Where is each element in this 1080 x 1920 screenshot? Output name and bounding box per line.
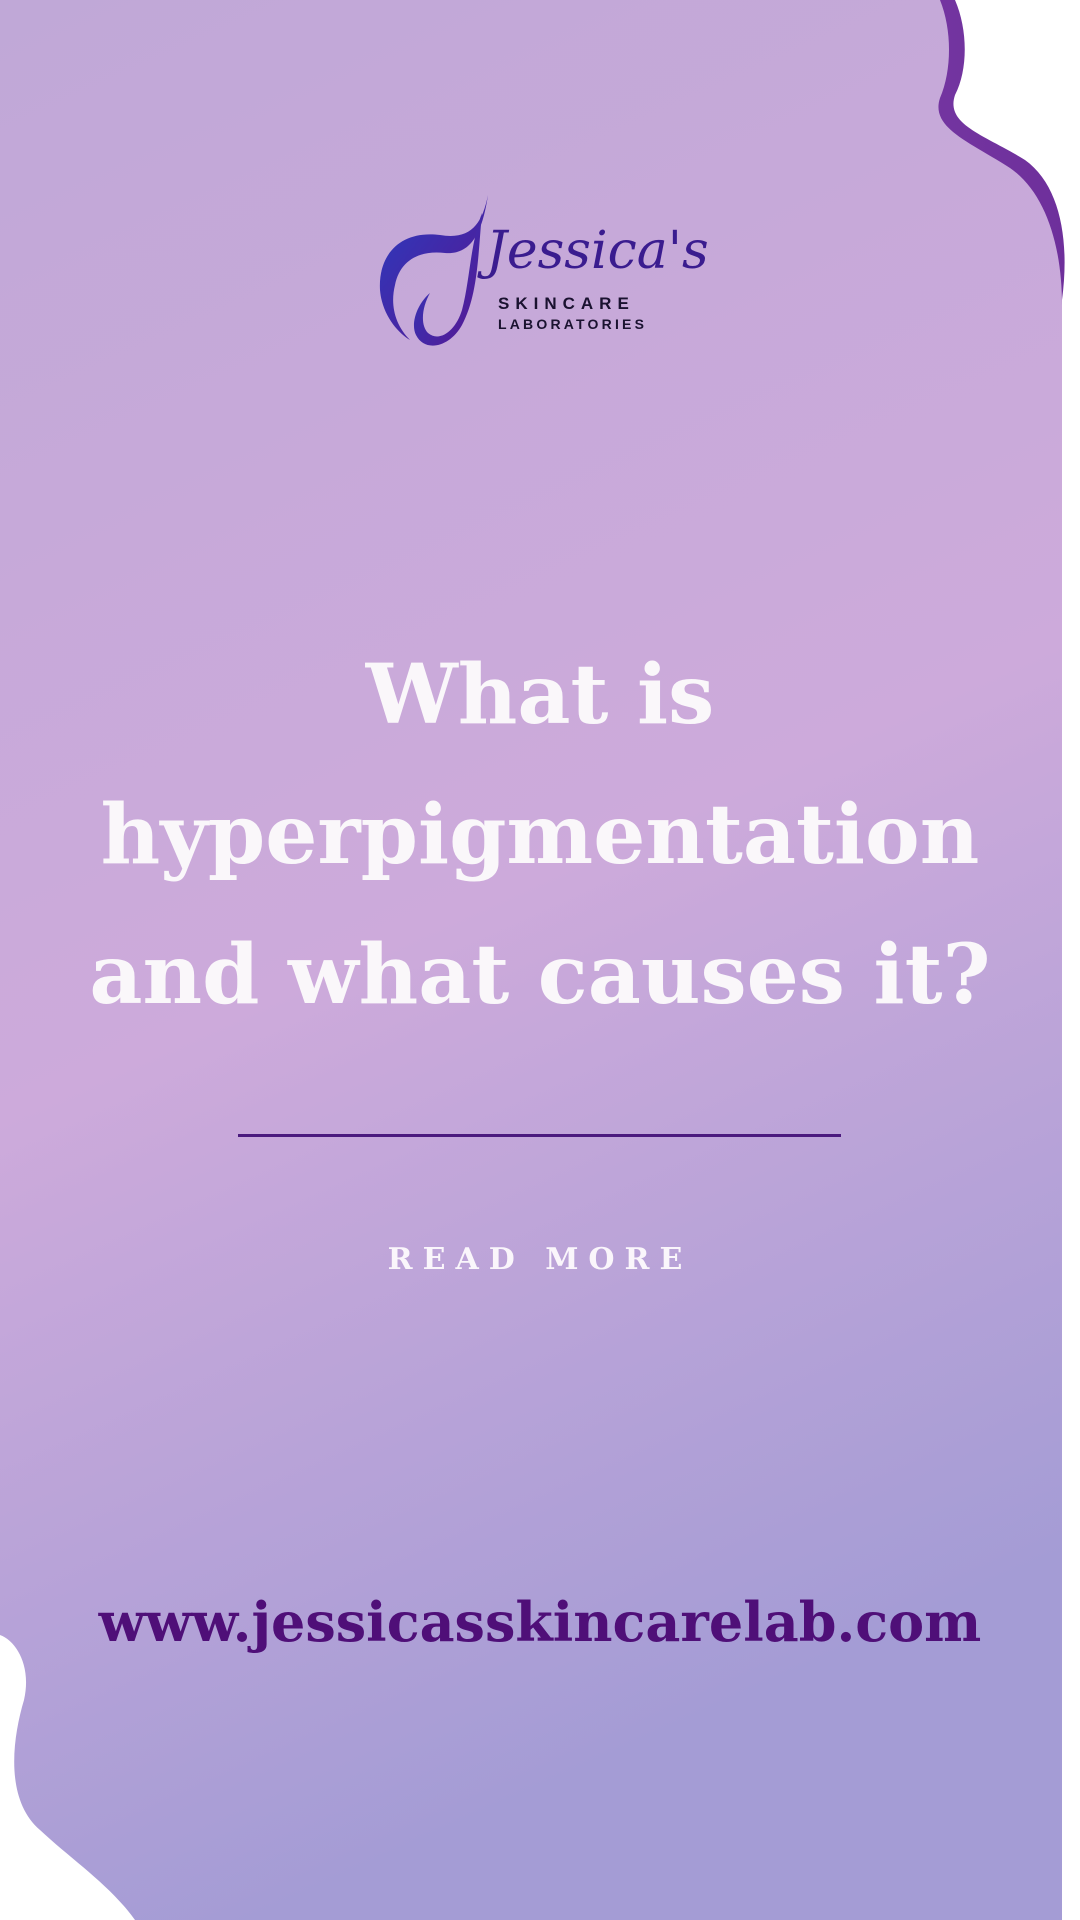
leaf-j-icon <box>379 195 488 346</box>
website-url[interactable]: www.jessicasskincarelab.com <box>98 1590 982 1654</box>
brand-tagline-laboratories: LABORATORIES <box>498 316 648 332</box>
brand-tagline-skincare: SKINCARE <box>498 294 635 313</box>
divider-line <box>238 1134 841 1137</box>
headline-line-1: What is <box>365 647 715 743</box>
brand-logo[interactable]: Jessica's SKINCARE LABORATORIES <box>370 185 709 355</box>
brand-name: Jessica's <box>486 221 709 281</box>
headline-line-2: hyperpigmentation <box>100 787 980 883</box>
read-more-link[interactable]: READ MORE <box>387 1242 693 1277</box>
headline: What is hyperpigmentation and what cause… <box>60 625 1020 1045</box>
headline-line-3: and what causes it? <box>89 927 991 1023</box>
